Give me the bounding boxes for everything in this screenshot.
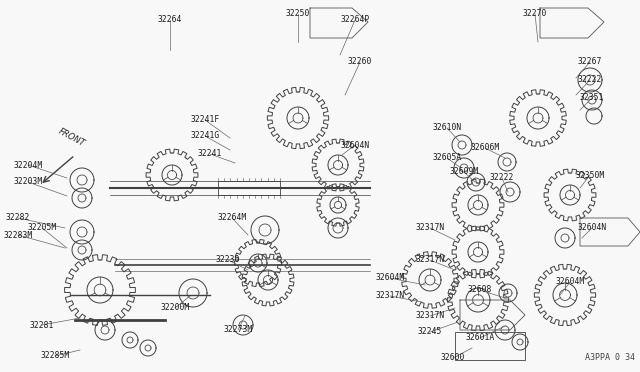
- Bar: [455, 332, 525, 360]
- Text: 32241F: 32241F: [190, 115, 220, 125]
- Text: 32250: 32250: [286, 10, 310, 19]
- Text: A3PPA 0 34: A3PPA 0 34: [585, 353, 635, 362]
- Text: 32610N: 32610N: [433, 124, 461, 132]
- Text: 32609M: 32609M: [449, 167, 479, 176]
- Text: 32317N: 32317N: [376, 292, 404, 301]
- Text: 32600: 32600: [441, 353, 465, 362]
- Text: 32245: 32245: [418, 327, 442, 337]
- Text: 32241G: 32241G: [190, 131, 220, 141]
- Text: 32285M: 32285M: [40, 352, 70, 360]
- Text: 32350M: 32350M: [575, 170, 605, 180]
- Text: FRONT: FRONT: [57, 126, 87, 148]
- Text: 32317N: 32317N: [415, 256, 445, 264]
- Text: 32205M: 32205M: [28, 224, 56, 232]
- Text: 32282: 32282: [6, 214, 30, 222]
- Text: 32283M: 32283M: [3, 231, 33, 240]
- Text: 32264P: 32264P: [340, 16, 370, 25]
- Text: 32317N: 32317N: [415, 311, 445, 321]
- Text: 32222: 32222: [490, 173, 514, 183]
- Text: 32601A: 32601A: [465, 334, 495, 343]
- Text: 32203M: 32203M: [13, 177, 43, 186]
- Text: 32241: 32241: [198, 150, 222, 158]
- Text: 32230: 32230: [216, 256, 240, 264]
- Text: 32267: 32267: [578, 58, 602, 67]
- Text: 32200M: 32200M: [161, 304, 189, 312]
- Text: 32604N: 32604N: [577, 224, 607, 232]
- Text: 32317N: 32317N: [415, 224, 445, 232]
- Text: 32270: 32270: [523, 10, 547, 19]
- Text: 32204M: 32204M: [13, 160, 43, 170]
- Text: 32281: 32281: [30, 321, 54, 330]
- Text: 32264M: 32264M: [218, 214, 246, 222]
- Text: 32604N: 32604N: [340, 141, 370, 150]
- Text: 32260: 32260: [348, 58, 372, 67]
- Text: 32351: 32351: [580, 93, 604, 103]
- Text: 32605A: 32605A: [433, 154, 461, 163]
- Text: 32604M: 32604M: [556, 278, 584, 286]
- Text: 32264: 32264: [158, 16, 182, 25]
- Text: 32222: 32222: [578, 76, 602, 84]
- Text: 32608: 32608: [468, 285, 492, 295]
- Text: 32606M: 32606M: [470, 144, 500, 153]
- Text: 32604M: 32604M: [376, 273, 404, 282]
- Text: 32273M: 32273M: [223, 326, 253, 334]
